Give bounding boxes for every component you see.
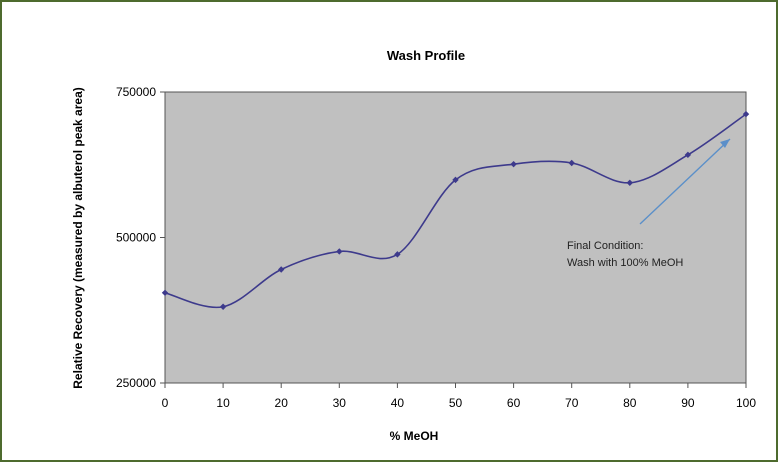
annotation-arrow [639,138,731,225]
chart-title: Wash Profile [387,48,465,63]
x-tick-label: 10 [216,396,230,410]
data-point [161,289,169,296]
y-axis: 250000 500000 750000 [116,85,165,390]
data-point [626,179,633,186]
x-tick-label: 60 [507,396,521,410]
data-points [161,110,750,310]
data-point [452,176,459,184]
y-tick-label: 750000 [116,85,156,99]
plot-area [164,91,747,384]
data-point [742,110,750,118]
x-tick-label: 30 [333,396,347,410]
x-tick-label: 20 [275,396,289,410]
annotation: Final Condition: Wash with 100% MeOH [567,138,731,269]
x-tick-label: 40 [391,396,405,410]
data-point [568,159,575,167]
data-point [278,266,285,273]
y-tick-label: 500000 [116,231,156,245]
x-tick-label: 90 [681,396,695,410]
x-axis: 0 10 20 30 40 50 60 70 80 90 100 [162,383,756,410]
x-tick-label: 0 [162,396,169,410]
data-point [336,248,343,255]
x-tick-label: 70 [565,396,579,410]
x-tick-label: 80 [623,396,637,410]
x-tick-label: 100 [736,396,756,410]
data-point [394,251,401,258]
x-tick-label: 50 [449,396,463,410]
data-point [219,303,227,310]
x-axis-title: % MeOH [390,429,439,443]
data-point [684,151,692,159]
annotation-line-2: Wash with 100% MeOH [567,257,683,269]
annotation-line-1: Final Condition: [567,240,643,252]
annotation-arrowhead [720,139,730,148]
data-point [510,160,517,168]
y-tick-label: 250000 [116,376,156,390]
y-axis-title: Relative Recovery (measured by albuterol… [71,87,85,388]
